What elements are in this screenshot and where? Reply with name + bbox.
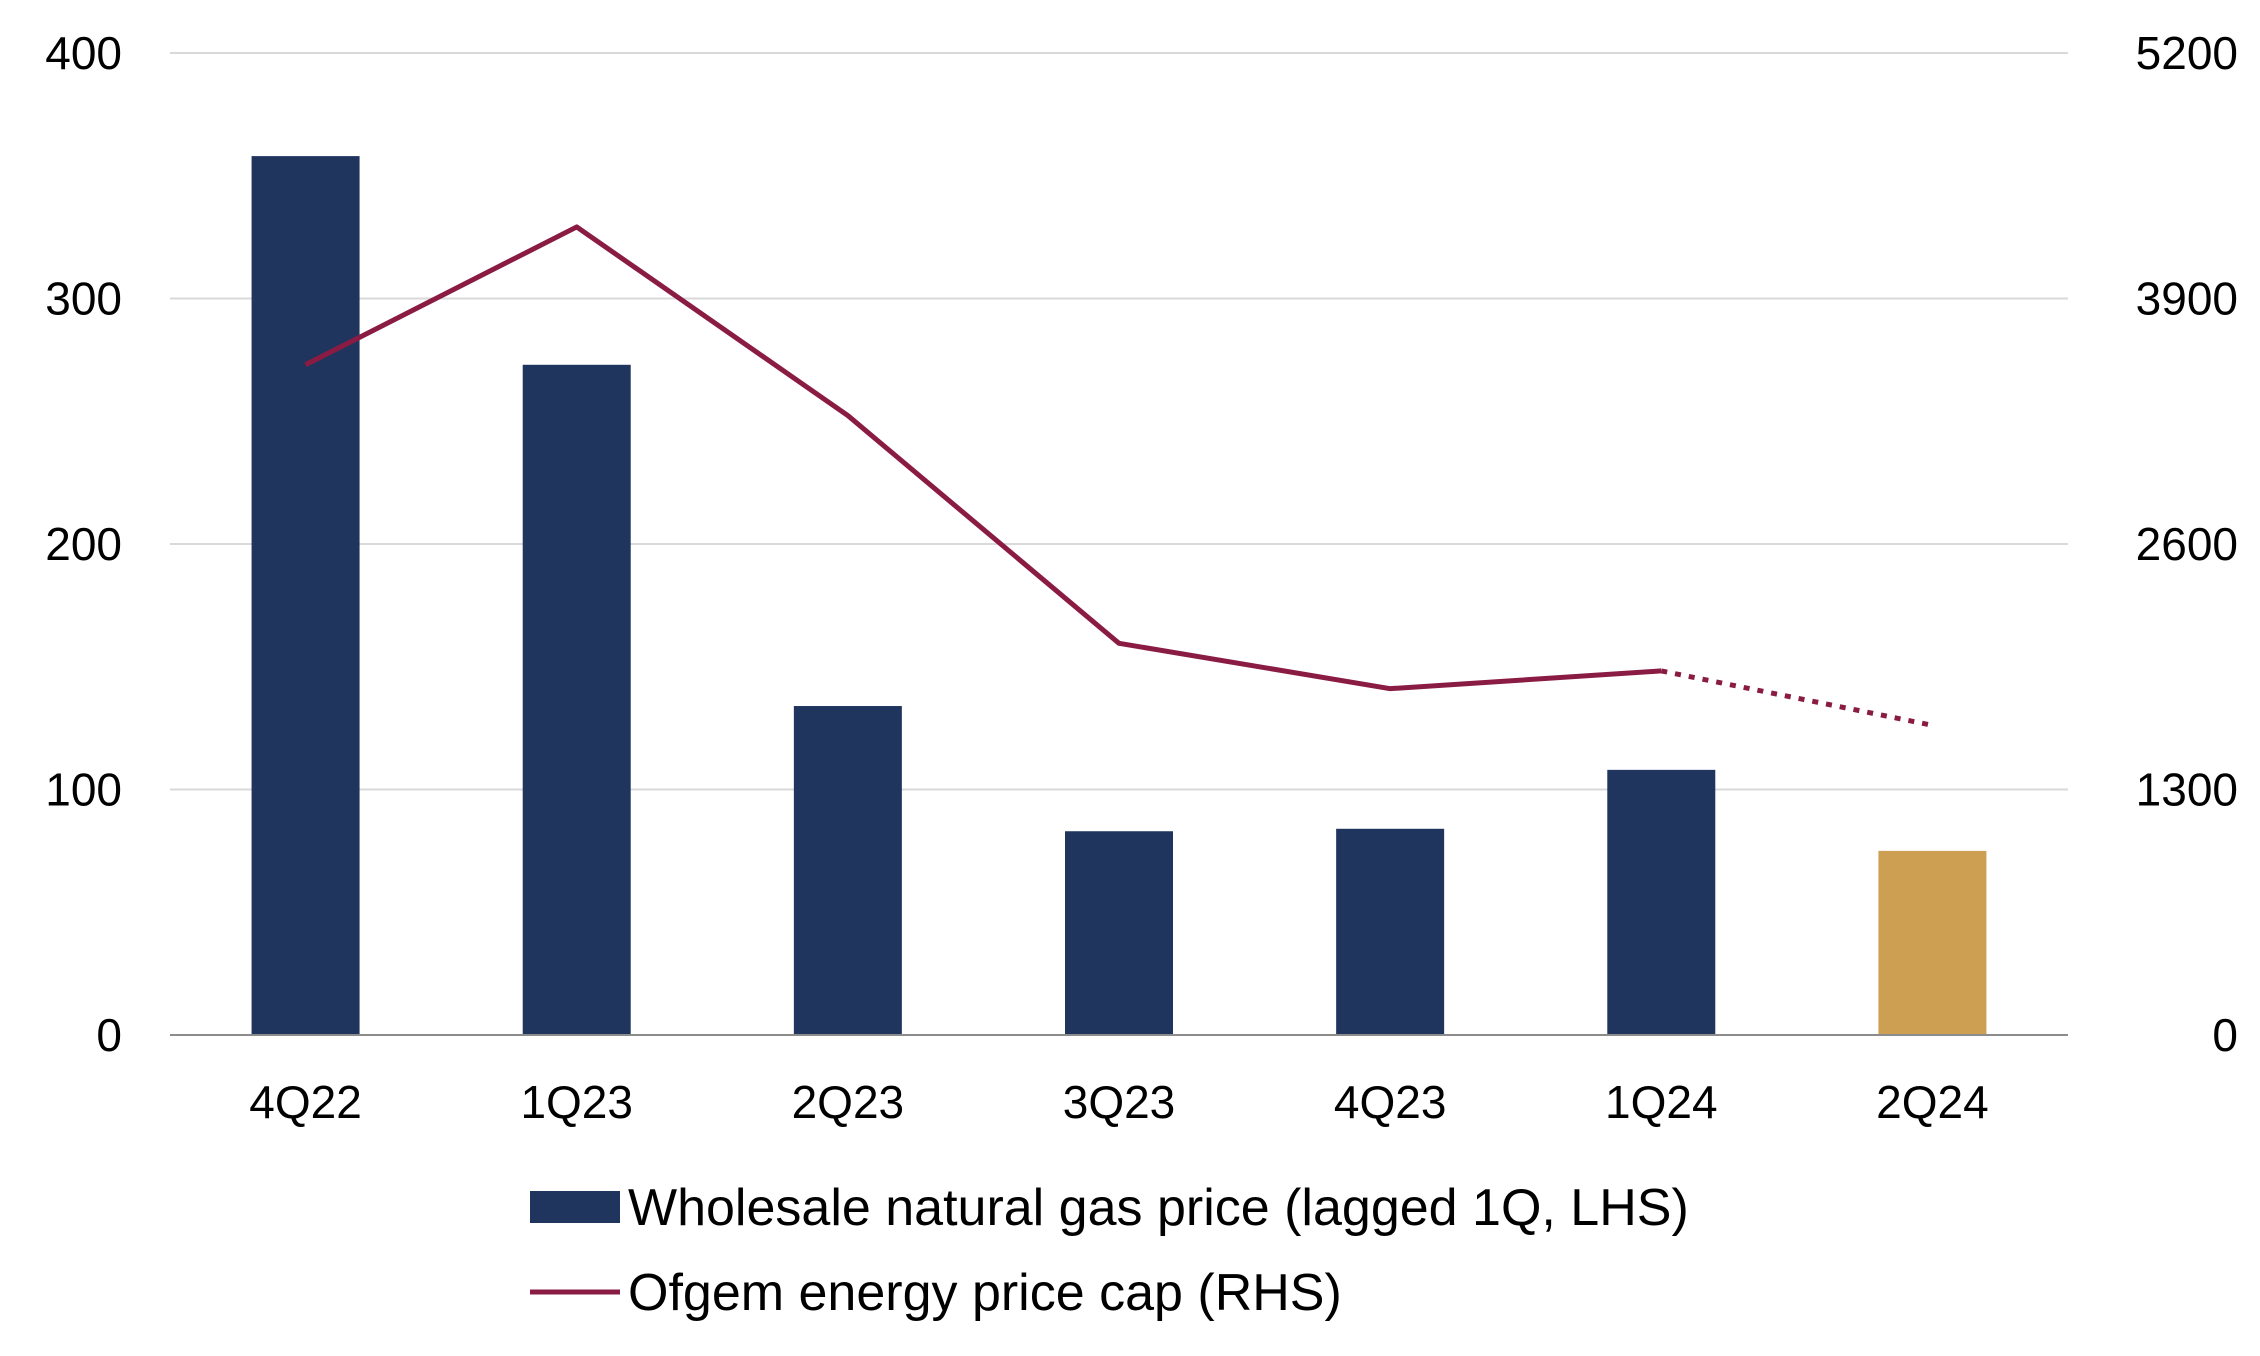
left-tick-label: 100 — [45, 764, 122, 816]
legend: Wholesale natural gas price (lagged 1Q, … — [530, 1179, 1689, 1322]
left-tick-label: 200 — [45, 518, 122, 570]
left-tick-label: 400 — [45, 27, 122, 79]
bar — [1336, 828, 1445, 1035]
bar — [1878, 850, 1987, 1035]
price-cap-line-solid — [304, 224, 1662, 692]
left-tick-label: 0 — [96, 1009, 122, 1061]
x-tick-label: 2Q23 — [792, 1076, 905, 1128]
gridlines — [170, 52, 2068, 791]
price-cap-line-forecast — [1660, 668, 1933, 728]
right-tick-label: 5200 — [2136, 27, 2238, 79]
line-series — [304, 224, 1933, 728]
x-axis-tick-labels: 4Q22 1Q23 2Q23 3Q23 4Q23 1Q24 2Q24 — [249, 1076, 1988, 1128]
bar-series — [251, 156, 1987, 1036]
legend-bar-swatch — [530, 1191, 620, 1223]
right-tick-label: 3900 — [2136, 273, 2238, 325]
bar — [1065, 831, 1173, 1035]
right-tick-label: 0 — [2212, 1009, 2238, 1061]
right-axis-tick-labels: 0 1300 2600 3900 5200 — [2136, 27, 2238, 1061]
left-axis-tick-labels: 0 100 200 300 400 — [45, 27, 122, 1061]
bar — [522, 364, 631, 1035]
x-tick-label: 4Q22 — [249, 1076, 362, 1128]
x-tick-label: 2Q24 — [1876, 1076, 1989, 1128]
right-tick-label: 2600 — [2136, 518, 2238, 570]
x-tick-label: 3Q23 — [1063, 1076, 1176, 1128]
right-tick-label: 1300 — [2136, 764, 2238, 816]
bar — [251, 156, 360, 1036]
x-tick-label: 1Q23 — [520, 1076, 633, 1128]
x-tick-label: 4Q23 — [1334, 1076, 1447, 1128]
legend-line-label: Ofgem energy price cap (RHS) — [628, 1264, 1342, 1322]
left-tick-label: 300 — [45, 273, 122, 325]
bar — [1607, 769, 1716, 1035]
x-tick-label: 1Q24 — [1605, 1076, 1718, 1128]
bar — [793, 706, 902, 1035]
legend-bar-label: Wholesale natural gas price (lagged 1Q, … — [628, 1179, 1689, 1237]
